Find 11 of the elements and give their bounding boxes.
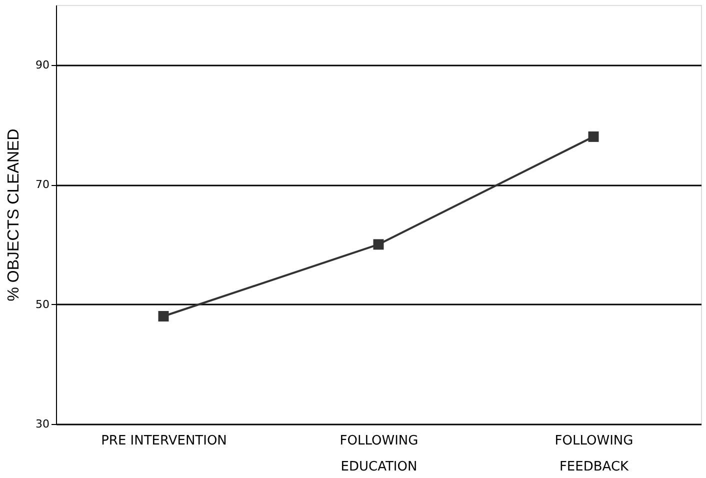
x-tick-label: FOLLOWING EDUCATION xyxy=(340,434,418,474)
y-tick-label: 90 xyxy=(36,58,50,72)
x-tick-label: PRE INTERVENTION xyxy=(101,434,227,448)
point xyxy=(588,131,599,142)
y-tick-label: 70 xyxy=(36,178,50,192)
point xyxy=(158,311,169,322)
x-tick-label: FOLLOWING FEEDBACK xyxy=(554,434,634,474)
y-axis-title: % OBJECTS CLEANED xyxy=(6,128,23,302)
point xyxy=(373,239,384,250)
y-tick-label: 50 xyxy=(36,298,50,311)
y-tick-label: 30 xyxy=(36,418,50,430)
